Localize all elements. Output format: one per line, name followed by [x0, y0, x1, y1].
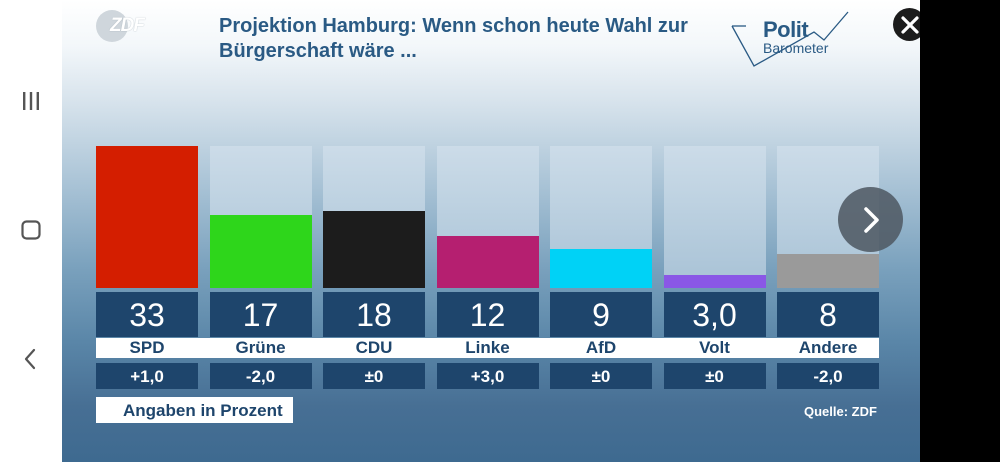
chevron-right-icon	[863, 206, 879, 233]
zdf-logo-circle	[96, 10, 128, 42]
back-button[interactable]	[16, 344, 46, 374]
barometer-text: Barometer	[763, 40, 829, 56]
bar	[96, 146, 198, 288]
category-label: AfD	[550, 338, 652, 358]
recent-apps-button[interactable]	[16, 86, 46, 116]
category-label: Andere	[777, 338, 879, 358]
zdf-logo: ZDF	[96, 10, 152, 42]
change-label: +1,0	[96, 363, 198, 389]
bar	[436, 236, 539, 288]
politbarometer-logo: Polit Barometer	[728, 8, 868, 70]
title-line-1: Projektion Hamburg: Wenn schon heute Wah…	[219, 15, 688, 37]
close-button[interactable]	[893, 8, 920, 41]
back-icon	[24, 348, 36, 370]
close-icon	[900, 15, 919, 34]
change-label: +3,0	[436, 363, 539, 389]
bar	[323, 210, 425, 288]
party-column: 9 AfD ±0	[550, 0, 652, 462]
bar	[777, 253, 879, 288]
category-label: Linke	[436, 338, 539, 358]
polit-text: Polit	[763, 17, 809, 42]
home-button[interactable]	[16, 215, 46, 245]
zdf-logo-text: ZDF	[110, 15, 145, 36]
change-label: -2,0	[777, 363, 879, 389]
change-label: ±0	[663, 363, 766, 389]
party-column: 12 Linke +3,0	[436, 0, 539, 462]
value-label: 18	[323, 292, 425, 337]
title-line-2: Bürgerschaft wäre ...	[219, 40, 417, 62]
category-label: SPD	[96, 338, 198, 358]
change-label: ±0	[550, 363, 652, 389]
change-label: ±0	[323, 363, 425, 389]
category-label: Volt	[663, 338, 766, 358]
value-label: 17	[209, 292, 312, 337]
source-label: Quelle: ZDF	[804, 404, 877, 419]
party-column: 33 SPD +1,0	[96, 0, 198, 462]
page-title: Projektion Hamburg: Wenn schon heute Wah…	[219, 14, 719, 64]
graphic-panel: ZDF Projektion Hamburg: Wenn schon heute…	[62, 0, 920, 462]
bar	[209, 214, 312, 288]
value-label: 9	[550, 292, 652, 337]
value-label: 33	[96, 292, 198, 337]
bar	[550, 249, 652, 288]
party-column: 17 Grüne -2,0	[209, 0, 312, 462]
party-column: 3,0 Volt ±0	[663, 0, 766, 462]
party-column: 8 Andere -2,0	[777, 0, 879, 462]
category-label: CDU	[323, 338, 425, 358]
value-label: 8	[777, 292, 879, 337]
screen-edge	[920, 0, 1000, 462]
value-label: 3,0	[663, 292, 766, 337]
recent-apps-icon	[23, 92, 39, 110]
next-button[interactable]	[838, 187, 903, 252]
category-label: Grüne	[209, 338, 312, 358]
unit-note: Angaben in Prozent	[96, 397, 293, 423]
value-label: 12	[436, 292, 539, 337]
politbarometer-logo-lines	[731, 11, 849, 67]
system-nav-bar	[0, 0, 62, 462]
party-column: 18 CDU ±0	[323, 0, 425, 462]
bar	[663, 275, 766, 288]
bar-chart: 33 SPD +1,0 17 Grüne -2,0 18 CDU ±0 12 Linke +3,0 9 A…	[62, 0, 920, 462]
home-icon	[21, 220, 41, 240]
bar-track	[663, 146, 766, 288]
change-label: -2,0	[209, 363, 312, 389]
